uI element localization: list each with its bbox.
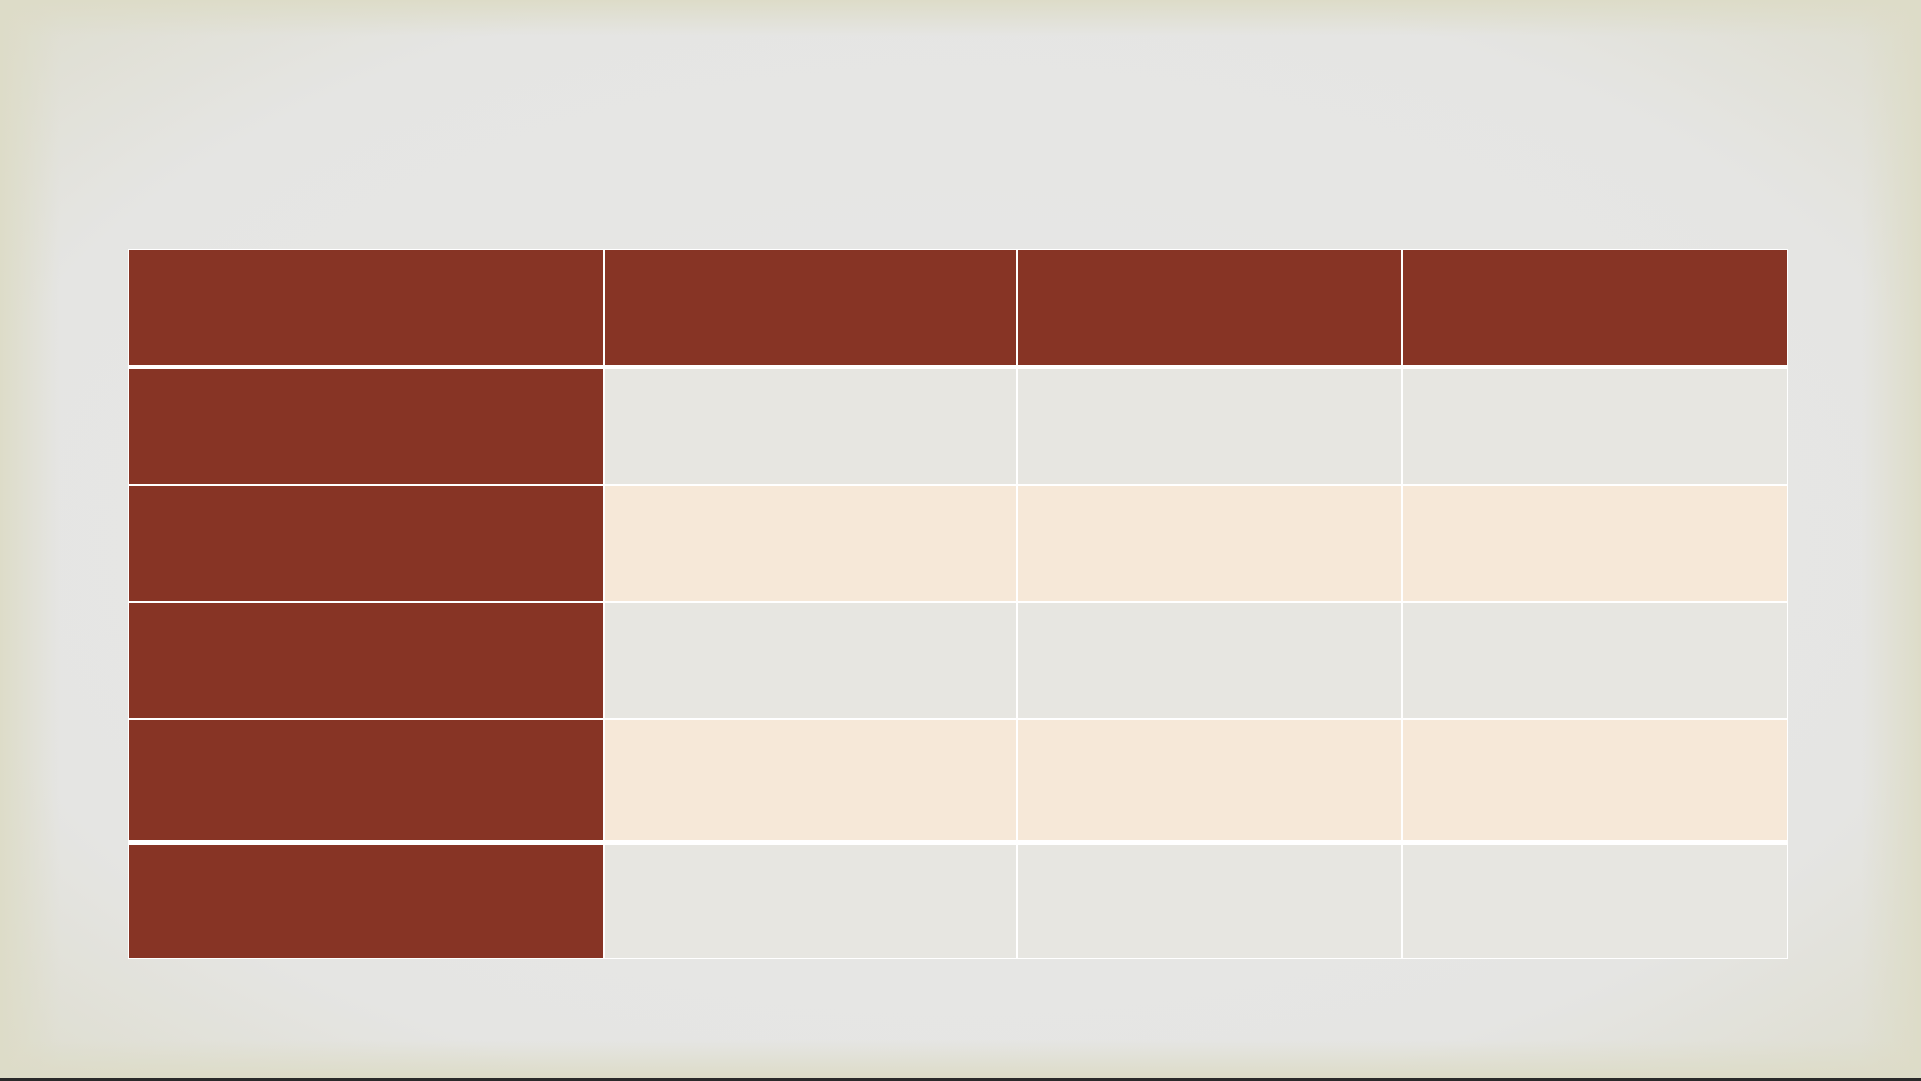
row-header-cell — [129, 486, 603, 601]
row-header-cell — [129, 845, 603, 958]
row-header-cell — [129, 603, 603, 718]
row-header-cell — [129, 720, 603, 840]
background-edge — [1861, 0, 1921, 1081]
cell — [1018, 720, 1401, 840]
cell — [1403, 603, 1787, 718]
header-cell — [129, 250, 603, 365]
cell — [1403, 720, 1787, 840]
header-cell — [1403, 250, 1787, 365]
cell — [1403, 486, 1787, 601]
cell — [605, 845, 1016, 958]
background-edge — [0, 0, 1921, 36]
cell — [1403, 369, 1787, 484]
header-cell — [605, 250, 1016, 365]
background-edge — [0, 1040, 1921, 1078]
cell — [605, 603, 1016, 718]
row-header-cell — [129, 369, 603, 484]
cell — [605, 486, 1016, 601]
cell — [605, 369, 1016, 484]
cell — [1403, 845, 1787, 958]
cell — [1018, 603, 1401, 718]
background-edge — [0, 0, 60, 1081]
cell — [1018, 369, 1401, 484]
header-cell — [1018, 250, 1401, 365]
cell — [1018, 845, 1401, 958]
table — [128, 249, 1788, 959]
cell — [1018, 486, 1401, 601]
cell — [605, 720, 1016, 840]
bottom-border — [0, 1078, 1921, 1081]
